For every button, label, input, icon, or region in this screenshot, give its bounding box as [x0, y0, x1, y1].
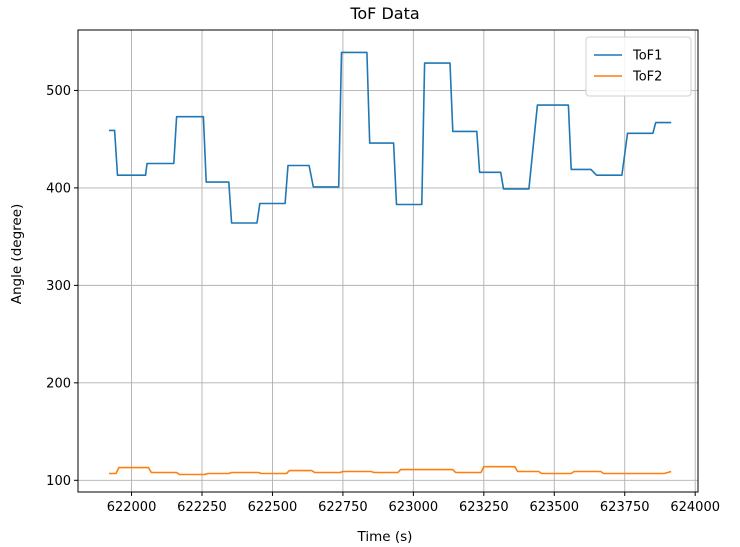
- y-tick-label: 300: [46, 279, 71, 294]
- x-tick-label: 623750: [600, 500, 650, 515]
- plot-frame: [77, 29, 699, 493]
- x-axis-label: Time (s): [357, 529, 413, 545]
- y-tick-label: 100: [46, 474, 71, 489]
- chart-title: ToF Data: [349, 4, 419, 23]
- x-tick-label: 623000: [389, 500, 439, 515]
- x-tick-label: 622250: [177, 500, 227, 515]
- series-line-tof1: [109, 51, 672, 224]
- legend-label-tof1: ToF1: [632, 49, 662, 64]
- x-tick-label: 622000: [107, 500, 157, 515]
- y-tick-label: 200: [46, 376, 71, 391]
- y-axis-label: Angle (degree): [9, 204, 25, 305]
- series-lines: [109, 51, 672, 476]
- axis-ticks: 622000 622250 622500 622750 623000 623250 6235…: [46, 84, 720, 515]
- x-tick-label: 623500: [529, 500, 579, 515]
- grid-lines: [78, 30, 698, 492]
- y-tick-label: 500: [46, 84, 71, 99]
- legend-label-tof2: ToF2: [632, 70, 662, 85]
- x-tick-label: 624000: [670, 500, 720, 515]
- series-line-tof2: [109, 465, 672, 476]
- legend-box: [585, 36, 692, 97]
- x-tick-label: 622500: [248, 500, 298, 515]
- legend: ToF1 ToF2: [585, 36, 692, 97]
- x-tick-label: 623250: [459, 500, 509, 515]
- y-tick-label: 400: [46, 181, 71, 196]
- x-tick-label: 622750: [318, 500, 368, 515]
